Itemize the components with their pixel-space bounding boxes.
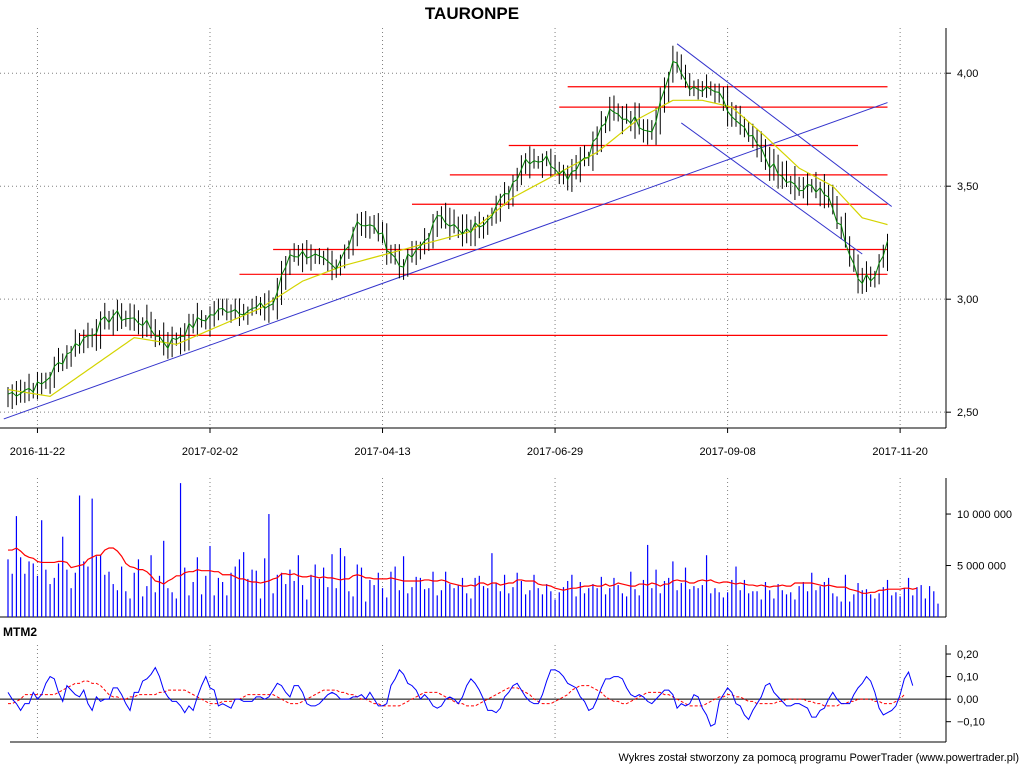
momentum-y-tick-label: 0,10 [957, 672, 978, 684]
volume-y-tick-label: 5 000 000 [957, 561, 1006, 573]
volume-y-tick-label: 10 000 000 [957, 509, 1012, 521]
trendline [681, 122, 863, 255]
price-x-tick-label: 2017-09-08 [699, 446, 755, 458]
price-x-tick-label: 2016-11-22 [10, 446, 65, 458]
volume-panel: 5 000 000 10 000 000 [0, 478, 1012, 618]
trendline [3, 102, 888, 420]
price-x-tick-label: 2017-06-29 [527, 446, 583, 458]
momentum-label: MTM2 [3, 625, 37, 639]
momentum-y-tick-label: −0,10 [957, 717, 985, 729]
price-x-tick-label: 2017-02-02 [182, 446, 238, 458]
price-y-tick-label: 4,00 [957, 68, 978, 80]
trendline [676, 43, 893, 207]
price-panel: 2016-11-22 2017-02-02 2017-04-13 2017-06-29… [0, 28, 978, 458]
momentum-signal-line [8, 680, 905, 707]
price-y-tick-label: 3,50 [957, 181, 978, 193]
price-x-tick-label: 2017-04-13 [354, 446, 410, 458]
price-y-tick-label: 2,50 [957, 407, 978, 419]
footer-credit: Wykres został stworzony za pomocą progra… [618, 752, 1019, 764]
momentum-panel: MTM2 0,20 0,10 0,00 −0,10 [0, 625, 985, 743]
price-y-tick-label: 3,00 [957, 294, 978, 306]
momentum-y-tick-label: 0,20 [957, 649, 978, 661]
momentum-line [7, 666, 914, 727]
moving-average-line [7, 99, 888, 397]
close-price-line [7, 60, 888, 397]
price-x-tick-label: 2017-11-20 [872, 446, 927, 458]
chart-title: TAURONPE [425, 4, 519, 23]
volume-average-line [8, 547, 918, 594]
momentum-y-tick-label: 0,00 [957, 694, 978, 706]
